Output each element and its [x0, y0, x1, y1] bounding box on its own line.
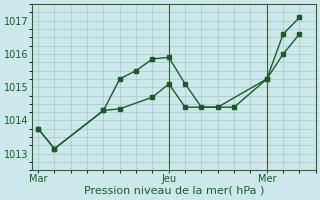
X-axis label: Pression niveau de la mer( hPa ): Pression niveau de la mer( hPa )	[84, 186, 264, 196]
